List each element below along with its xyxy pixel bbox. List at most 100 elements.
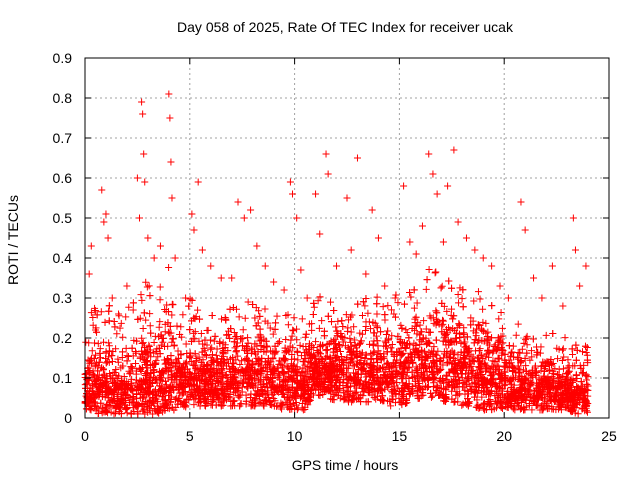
data-point [179,372,187,380]
data-point [318,317,326,325]
data-point [221,341,229,349]
data-point [260,344,268,352]
data-point [134,410,142,418]
data-point [392,313,400,321]
data-point [300,358,308,366]
data-point [164,404,172,412]
data-point [313,363,321,371]
data-point [281,344,289,352]
data-point [360,361,368,369]
data-point [494,334,502,342]
data-point [385,368,393,376]
data-point [507,375,515,383]
data-point [514,320,522,328]
data-point [146,346,154,354]
data-point [170,341,178,349]
data-point [327,395,335,403]
data-point [373,368,381,376]
data-point [294,379,302,387]
data-point [482,319,490,327]
data-point [450,376,458,384]
data-point [174,347,182,355]
data-point [124,353,132,361]
data-point [479,381,487,389]
data-point [145,341,153,349]
data-point [105,342,113,350]
data-point [467,362,475,370]
data-point [278,405,286,413]
data-point [356,329,364,337]
data-point [384,302,392,310]
data-point [92,351,100,359]
data-point [564,368,572,376]
data-point [188,296,196,304]
data-point [414,375,422,383]
data-point [223,331,231,339]
data-point [366,325,374,333]
data-point [299,372,307,380]
data-point [458,401,466,409]
data-point [256,312,264,320]
data-point [347,328,355,336]
data-point [433,387,441,395]
data-point [254,348,262,356]
data-point [238,357,246,365]
data-point [496,384,504,392]
data-point [538,376,546,384]
data-point [182,340,190,348]
data-point [459,354,467,362]
data-point [97,399,105,407]
data-point [499,385,507,393]
data-point [233,342,241,350]
data-point [165,263,173,271]
data-point [139,394,147,402]
data-point [190,401,198,409]
data-point [166,383,174,391]
data-point [217,359,225,367]
data-point [583,408,591,416]
data-point [543,377,551,385]
data-point [493,397,501,405]
data-point [106,370,114,378]
data-point [312,338,320,346]
data-point [414,318,422,326]
data-point [513,395,521,403]
data-point [286,374,294,382]
data-point [449,366,457,374]
data-point [202,395,210,403]
data-point [393,356,401,364]
data-point [361,302,369,310]
data-point [529,393,537,401]
data-point [124,380,132,388]
data-point [269,382,277,390]
data-point [316,341,324,349]
data-point [192,357,200,365]
data-point [161,360,169,368]
data-point [244,349,252,357]
data-point [338,317,346,325]
data-point [177,323,185,331]
data-point [401,385,409,393]
data-point [333,327,341,335]
data-point [256,331,264,339]
data-point [361,354,369,362]
data-point [207,375,215,383]
data-point [370,348,378,356]
data-point [491,392,499,400]
data-point [191,328,199,336]
data-point [449,315,457,323]
data-point [514,348,522,356]
data-point [471,336,479,344]
data-point [262,380,270,388]
data-point [185,369,193,377]
data-point [572,341,580,349]
data-point [561,334,569,342]
data-point [563,402,571,410]
data-point [369,350,377,358]
data-point [439,316,447,324]
data-point [185,376,193,384]
data-point [230,397,238,405]
data-point [366,384,374,392]
data-point [482,391,490,399]
data-point [396,339,404,347]
